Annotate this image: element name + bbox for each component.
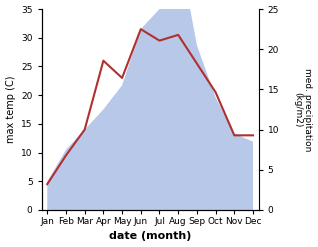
X-axis label: date (month): date (month) [109, 231, 191, 242]
Y-axis label: max temp (C): max temp (C) [5, 76, 16, 143]
Y-axis label: med. precipitation
(kg/m2): med. precipitation (kg/m2) [293, 68, 313, 151]
